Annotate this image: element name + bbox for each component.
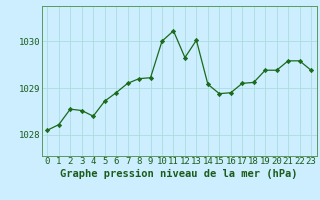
- X-axis label: Graphe pression niveau de la mer (hPa): Graphe pression niveau de la mer (hPa): [60, 169, 298, 179]
